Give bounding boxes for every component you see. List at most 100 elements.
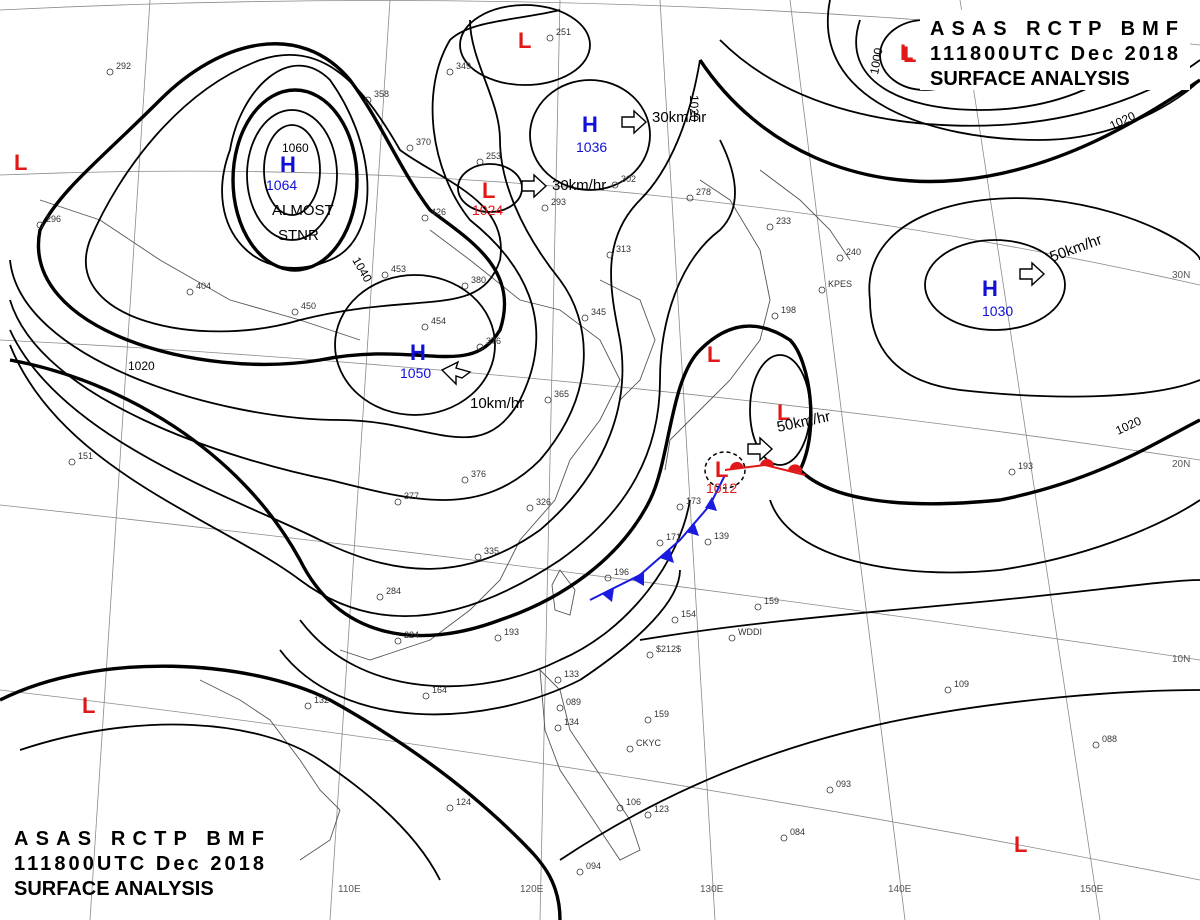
fronts — [589, 459, 806, 602]
station-marker — [606, 251, 614, 259]
motion-arrow-1030 — [1019, 261, 1046, 287]
cold-front-pip-3 — [660, 549, 674, 563]
station-marker — [818, 286, 826, 294]
station-pressure-label: 349 — [456, 61, 471, 71]
station-marker — [944, 686, 952, 694]
title-block-top: ASAS RCTP BMF 111800UTC Dec 2018 SURFACE… — [900, 10, 1190, 90]
station-marker — [36, 221, 44, 229]
station-pressure-label: 335 — [484, 546, 499, 556]
station-marker — [626, 745, 634, 753]
isobar-1060-bold — [231, 88, 359, 272]
station-marker — [826, 786, 834, 794]
warm-front-pip-3 — [788, 464, 803, 473]
isobar-low-1012-dashed — [704, 451, 746, 489]
station-pressure-label: 293 — [551, 197, 566, 207]
high-pressure-1064: 1064 — [266, 177, 297, 193]
motion-speed-1024: 30km/hr — [552, 177, 606, 194]
coast-philippines — [539, 668, 641, 861]
isobar-label-1020-west: 1020 — [128, 359, 155, 373]
coast-japan — [664, 179, 771, 471]
station-marker — [526, 504, 534, 512]
station-marker — [474, 553, 482, 561]
isobar-high-1030-outer — [868, 197, 1200, 398]
station-pressure-label: 358 — [374, 89, 389, 99]
station-pressure-label: 109 — [954, 679, 969, 689]
station-pressure-label: 370 — [416, 137, 431, 147]
station-marker — [671, 616, 679, 624]
low-symbol-east-japan: L — [777, 400, 790, 425]
station-marker — [646, 651, 654, 659]
station-pressure-label: 173 — [686, 496, 701, 506]
isobar-1010-south — [0, 664, 562, 920]
station-pressure-label: 450 — [301, 301, 316, 311]
high-note-almost-stnr-1: ALMOST — [272, 202, 334, 219]
station-pressure-label: KPES — [828, 279, 852, 289]
station-marker — [494, 634, 502, 642]
station-pressure-label: CKYC — [636, 738, 662, 748]
lat-label-30n: 30N — [1172, 270, 1190, 281]
station-marker — [644, 811, 652, 819]
motion-arrow-east-japan — [747, 436, 774, 462]
station-marker — [381, 271, 389, 279]
lon-line-110e — [329, 0, 391, 920]
station-marker — [421, 323, 429, 331]
station-pressure-label: 123 — [654, 804, 669, 814]
cold-front-line — [589, 474, 726, 601]
isobar-1044 — [85, 54, 502, 333]
station-marker — [780, 834, 788, 842]
motion-speed-1050: 10km/hr — [470, 395, 524, 412]
high-pressure-1036: 1036 — [576, 139, 607, 155]
lon-line-150e — [959, 0, 1101, 920]
station-marker — [656, 539, 664, 547]
title-top-background — [920, 10, 1190, 90]
station-marker — [556, 704, 564, 712]
low-symbol-west: L — [14, 150, 27, 175]
warm-front-pip-2 — [760, 459, 774, 466]
motion-speed-1036: 30km/hr — [652, 109, 706, 126]
isobar-high-1036 — [529, 79, 651, 191]
station-pressure-label: 093 — [836, 779, 851, 789]
station-pressure-label: 159 — [764, 596, 779, 606]
station-marker — [544, 396, 552, 404]
station-pressure-label: 196 — [614, 567, 629, 577]
coast-kuril — [759, 169, 851, 261]
station-marker — [376, 593, 384, 601]
low-pressure-1024: 1024 — [472, 202, 503, 218]
station-pressure-label: 089 — [566, 697, 581, 707]
station-pressure-label: 151 — [78, 451, 93, 461]
station-marker — [644, 716, 652, 724]
station-marker — [68, 458, 76, 466]
isobar-1048 — [221, 64, 369, 269]
lat-label-10n: 10N — [1172, 654, 1190, 665]
station-marker — [446, 804, 454, 812]
station-marker — [476, 158, 484, 166]
pressure-systems: H 1064 ALMOST STNR H 1050 10km/hr H 1036… — [14, 28, 1104, 857]
station-pressure-label: 296 — [46, 214, 61, 224]
station-marker — [186, 288, 194, 296]
isobar-label-1000: 1000 — [867, 46, 885, 75]
lon-line-130e — [659, 0, 716, 920]
station-plots: 296 292 358 349 251 370 253 426 302 293 278 404 453 3… — [36, 27, 1117, 876]
station-pressure-label: 240 — [846, 247, 861, 257]
isobar-1060-inner — [263, 124, 321, 216]
coast-mongolia-border — [39, 199, 361, 341]
high-pressure-1050: 1050 — [400, 365, 431, 381]
station-pressure-label: 124 — [456, 797, 471, 807]
station-marker — [476, 343, 484, 351]
station-pressure-label: 133 — [564, 669, 579, 679]
isobar-1012-south — [19, 723, 441, 881]
lon-label-130e: 130E — [700, 884, 724, 895]
station-marker — [461, 476, 469, 484]
isobar-1012 — [279, 569, 681, 716]
station-pressure-label: 198 — [781, 305, 796, 315]
station-pressure-label: 376 — [486, 336, 501, 346]
cold-front-pip-4 — [686, 522, 699, 536]
lat-line-20n — [0, 339, 1200, 461]
isobar-high-1030-inner — [924, 239, 1066, 331]
isobar-low-ne-outer — [827, 0, 1200, 141]
station-pressure-label: 313 — [616, 244, 631, 254]
station-pressure-label: 326 — [536, 497, 551, 507]
low-symbol-south-east: L — [1014, 832, 1027, 857]
